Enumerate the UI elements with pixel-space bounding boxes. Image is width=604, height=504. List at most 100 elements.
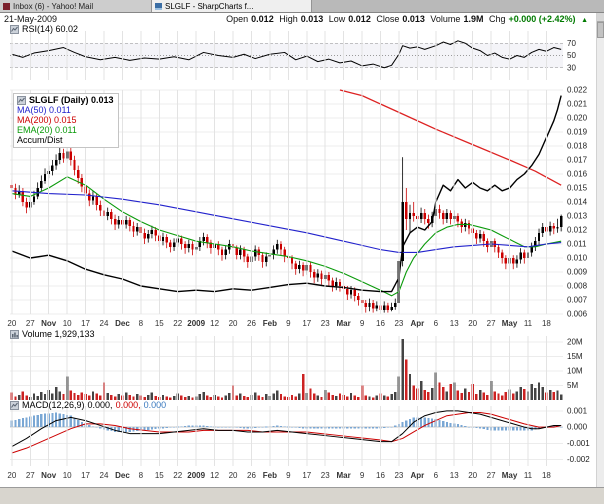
svg-text:18: 18 xyxy=(542,319,551,328)
svg-text:10: 10 xyxy=(63,319,72,328)
scrollbar-up-button[interactable] xyxy=(597,12,604,22)
volume-panel xyxy=(10,338,563,400)
svg-text:20: 20 xyxy=(468,471,477,480)
svg-text:0.022: 0.022 xyxy=(567,86,588,95)
svg-text:13: 13 xyxy=(450,319,459,328)
rsi-panel xyxy=(10,40,563,69)
svg-text:17: 17 xyxy=(81,471,90,480)
svg-text:0.013: 0.013 xyxy=(567,212,588,221)
svg-text:50: 50 xyxy=(567,51,576,60)
svg-text:0.016: 0.016 xyxy=(567,170,588,179)
svg-text:0.000: 0.000 xyxy=(567,423,588,432)
svg-text:-0.002: -0.002 xyxy=(567,455,590,464)
svg-text:Mar: Mar xyxy=(337,471,351,480)
svg-text:15M: 15M xyxy=(567,352,583,361)
svg-text:17: 17 xyxy=(302,319,311,328)
svg-text:Feb: Feb xyxy=(263,471,277,480)
yahoo-mail-favicon-icon xyxy=(3,2,10,10)
svg-text:20: 20 xyxy=(7,319,16,328)
svg-text:20M: 20M xyxy=(567,337,583,346)
svg-text:23: 23 xyxy=(321,471,330,480)
svg-text:5M: 5M xyxy=(567,381,578,390)
svg-text:23: 23 xyxy=(321,319,330,328)
svg-text:0.019: 0.019 xyxy=(567,128,588,137)
axes: 70 50 30 0.022 0.021 0.020 0.019 0.018 0.017 0.01… xyxy=(7,31,590,480)
svg-text:0.001: 0.001 xyxy=(567,406,588,415)
svg-text:8: 8 xyxy=(139,319,144,328)
svg-text:16: 16 xyxy=(376,319,385,328)
svg-text:-0.001: -0.001 xyxy=(567,439,590,448)
svg-text:9: 9 xyxy=(360,471,365,480)
svg-text:11: 11 xyxy=(524,319,533,328)
svg-text:26: 26 xyxy=(247,471,256,480)
svg-text:17: 17 xyxy=(81,319,90,328)
svg-text:30: 30 xyxy=(567,63,576,72)
svg-text:6: 6 xyxy=(434,471,439,480)
svg-text:23: 23 xyxy=(394,471,403,480)
tab-sharpcharts[interactable]: SLGLF - SharpCharts f... xyxy=(152,0,312,12)
svg-text:Dec: Dec xyxy=(115,319,130,328)
svg-text:Mar: Mar xyxy=(337,319,351,328)
svg-text:0.017: 0.017 xyxy=(567,156,588,165)
tab-yahoo-mail[interactable]: Inbox (6) - Yahoo! Mail xyxy=(0,0,152,12)
svg-text:13: 13 xyxy=(450,471,459,480)
svg-text:15: 15 xyxy=(155,319,164,328)
svg-text:0.006: 0.006 xyxy=(567,310,588,319)
svg-text:0.008: 0.008 xyxy=(567,282,588,291)
svg-text:18: 18 xyxy=(542,471,551,480)
svg-text:20: 20 xyxy=(468,319,477,328)
svg-text:27: 27 xyxy=(26,319,35,328)
svg-text:27: 27 xyxy=(26,471,35,480)
sharpcharts-favicon-icon xyxy=(155,2,162,10)
svg-text:Nov: Nov xyxy=(41,471,57,480)
tab-label: SLGLF - SharpCharts f... xyxy=(165,1,254,11)
svg-text:0.010: 0.010 xyxy=(567,254,588,263)
svg-text:Feb: Feb xyxy=(263,319,277,328)
svg-text:0.015: 0.015 xyxy=(567,184,588,193)
svg-text:11: 11 xyxy=(524,471,533,480)
svg-text:22: 22 xyxy=(173,471,182,480)
status-bar xyxy=(0,487,604,504)
svg-text:12: 12 xyxy=(210,319,219,328)
svg-text:20: 20 xyxy=(7,471,16,480)
svg-text:May: May xyxy=(502,471,518,480)
svg-text:24: 24 xyxy=(100,319,109,328)
svg-text:22: 22 xyxy=(173,319,182,328)
svg-text:0.011: 0.011 xyxy=(567,240,587,249)
svg-text:0.014: 0.014 xyxy=(567,198,588,207)
svg-text:26: 26 xyxy=(247,319,256,328)
svg-text:20: 20 xyxy=(229,471,238,480)
svg-text:10: 10 xyxy=(63,471,72,480)
svg-text:Apr: Apr xyxy=(410,471,424,480)
svg-text:12: 12 xyxy=(210,471,219,480)
svg-text:Nov: Nov xyxy=(41,319,57,328)
svg-text:15: 15 xyxy=(155,471,164,480)
tab-label: Inbox (6) - Yahoo! Mail xyxy=(13,1,94,11)
svg-text:Apr: Apr xyxy=(410,319,424,328)
svg-text:20: 20 xyxy=(229,319,238,328)
svg-text:9: 9 xyxy=(286,319,291,328)
vertical-scrollbar[interactable] xyxy=(596,12,604,487)
macd-panel xyxy=(10,410,563,461)
svg-text:0.009: 0.009 xyxy=(567,268,588,277)
tab-bar: Inbox (6) - Yahoo! Mail SLGLF - SharpCha… xyxy=(0,0,604,13)
svg-text:0.018: 0.018 xyxy=(567,142,588,151)
svg-text:70: 70 xyxy=(567,39,576,48)
svg-text:23: 23 xyxy=(394,319,403,328)
svg-text:10M: 10M xyxy=(567,366,583,375)
svg-text:0.020: 0.020 xyxy=(567,114,588,123)
svg-text:6: 6 xyxy=(434,319,439,328)
svg-text:2009: 2009 xyxy=(187,471,205,480)
svg-text:2009: 2009 xyxy=(187,319,205,328)
svg-text:Dec: Dec xyxy=(115,471,130,480)
svg-text:24: 24 xyxy=(100,471,109,480)
svg-text:8: 8 xyxy=(139,471,144,480)
svg-text:17: 17 xyxy=(302,471,311,480)
svg-text:0.007: 0.007 xyxy=(567,296,588,305)
svg-text:9: 9 xyxy=(360,319,365,328)
svg-text:0.012: 0.012 xyxy=(567,226,588,235)
svg-text:27: 27 xyxy=(487,319,496,328)
svg-text:16: 16 xyxy=(376,471,385,480)
scrollbar-thumb[interactable] xyxy=(597,22,604,38)
